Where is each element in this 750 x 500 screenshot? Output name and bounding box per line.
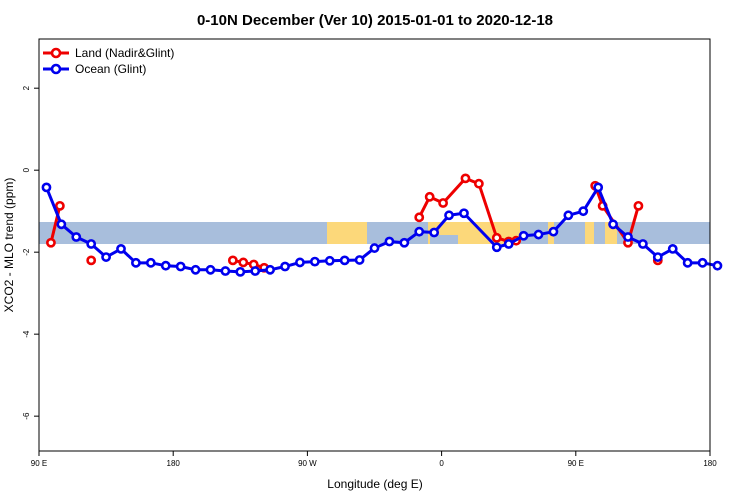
map-land-indonesia bbox=[585, 222, 594, 244]
land-series-point bbox=[633, 200, 644, 211]
x-tick-label: 0 bbox=[439, 459, 444, 468]
ocean-series-point bbox=[444, 210, 454, 221]
ocean-series-point bbox=[41, 182, 52, 193]
ocean-series-point bbox=[682, 257, 693, 268]
ocean-series-point bbox=[175, 261, 186, 272]
ocean-series-point bbox=[667, 243, 678, 254]
legend-label: Ocean (Glint) bbox=[75, 62, 146, 76]
land-series-line bbox=[232, 258, 265, 270]
chart-title: 0-10N December (Ver 10) 2015-01-01 to 20… bbox=[197, 12, 553, 29]
ocean-series-point bbox=[86, 239, 97, 249]
ocean-series-point bbox=[131, 257, 141, 268]
land-series-point bbox=[54, 200, 65, 211]
legend-marker bbox=[50, 47, 62, 59]
ocean-series-point bbox=[235, 266, 246, 277]
x-tick-label: 180 bbox=[703, 459, 717, 468]
land-series-point bbox=[414, 212, 425, 223]
axis-ticks: 90 E 180 90 W 0 90 E 180 2 0 -2 -4 -6 bbox=[22, 85, 717, 468]
legend-label: Land (Nadir&Glint) bbox=[75, 46, 174, 60]
ocean-series-point bbox=[608, 219, 618, 230]
plot-frame bbox=[38, 38, 711, 452]
ocean-series-point bbox=[56, 219, 67, 230]
ocean-series-point bbox=[265, 264, 276, 275]
ocean-series-point bbox=[309, 256, 320, 267]
land-series-point bbox=[460, 173, 471, 184]
y-tick-label: 0 bbox=[22, 167, 31, 172]
land-series-point bbox=[424, 191, 435, 202]
map-land-americas bbox=[327, 222, 367, 244]
land-series-point bbox=[227, 255, 238, 266]
ocean-series-point bbox=[533, 229, 544, 240]
land-series-point bbox=[46, 237, 56, 248]
ocean-series-point bbox=[429, 227, 440, 238]
ocean-series-point bbox=[295, 257, 305, 268]
y-tick-label: -2 bbox=[22, 248, 31, 256]
y-tick-label: 2 bbox=[22, 85, 31, 90]
ocean-series-point bbox=[369, 243, 380, 253]
ocean-series-point bbox=[712, 260, 723, 271]
ocean-series-point bbox=[459, 208, 469, 219]
x-tick-label: 90 E bbox=[31, 459, 47, 468]
ocean-series-point bbox=[384, 236, 395, 247]
ocean-series-point bbox=[518, 230, 529, 241]
ocean-series-point bbox=[593, 182, 604, 193]
map-band bbox=[39, 222, 710, 244]
y-tick-label: -4 bbox=[22, 330, 31, 338]
ocean-series-point bbox=[491, 242, 502, 253]
ocean-series-point bbox=[563, 210, 574, 221]
land-series-point bbox=[491, 232, 502, 243]
ocean-series-point bbox=[652, 252, 663, 262]
ocean-series-point bbox=[116, 243, 126, 254]
ocean-series-point bbox=[623, 232, 633, 242]
legend-marker bbox=[50, 63, 62, 75]
legend: Land (Nadir&Glint) Ocean (Glint) bbox=[43, 46, 174, 76]
ocean-series-point bbox=[548, 226, 559, 237]
ocean-series-point bbox=[101, 252, 111, 262]
ocean-series-point bbox=[578, 206, 589, 217]
ocean-series-point bbox=[71, 232, 82, 242]
land-series-point bbox=[86, 255, 97, 266]
ocean-series-point bbox=[205, 264, 216, 275]
land-series-line bbox=[49, 205, 62, 244]
x-tick-label: 180 bbox=[167, 459, 181, 468]
ocean-series-point bbox=[339, 255, 350, 266]
x-axis-label: Longitude (deg E) bbox=[327, 477, 422, 491]
ocean-series-point bbox=[220, 266, 231, 276]
ocean-series-point bbox=[145, 257, 156, 268]
ocean-series-point bbox=[324, 255, 335, 266]
y-axis-label: XCO2 - MLO trend (ppm) bbox=[2, 178, 16, 313]
ocean-series-point bbox=[190, 264, 201, 275]
land-series-point bbox=[238, 257, 249, 268]
y-tick-label: -6 bbox=[22, 412, 31, 420]
series-layer bbox=[41, 173, 723, 277]
x-tick-label: 90 E bbox=[568, 459, 584, 468]
ocean-series-point bbox=[503, 239, 514, 249]
map-ocean-gulf bbox=[430, 235, 458, 244]
ocean-series-point bbox=[160, 260, 171, 271]
ocean-series-point bbox=[354, 255, 365, 265]
x-tick-label: 90 W bbox=[298, 459, 317, 468]
land-series-point bbox=[473, 178, 484, 189]
ocean-series-point bbox=[399, 237, 410, 248]
ocean-series-point bbox=[414, 226, 425, 237]
land-series-point bbox=[438, 198, 448, 208]
ocean-series-point bbox=[250, 266, 261, 276]
ocean-series-point bbox=[697, 257, 708, 268]
ocean-series-point bbox=[638, 239, 648, 249]
ocean-series-point bbox=[280, 261, 290, 272]
map-ocean-band bbox=[39, 222, 710, 244]
